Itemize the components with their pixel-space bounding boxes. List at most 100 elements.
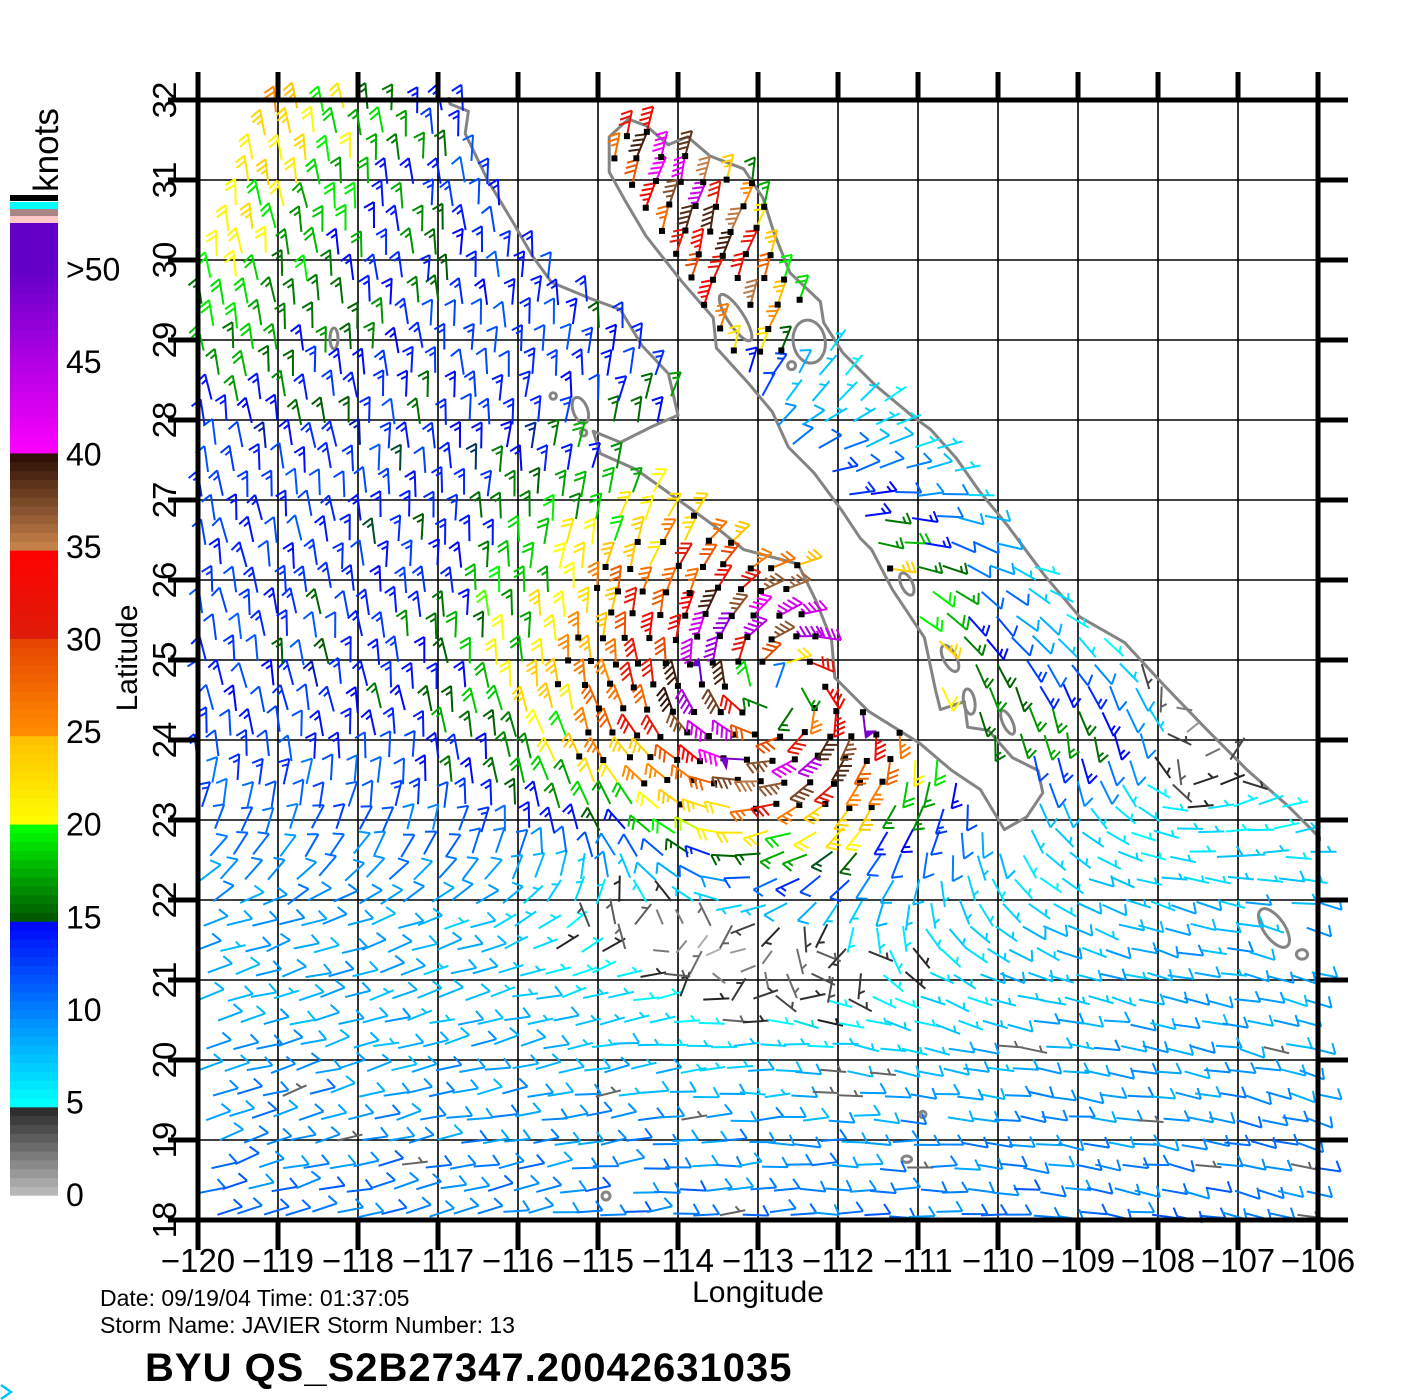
wind-barb xyxy=(793,1019,819,1030)
wind-barb xyxy=(853,760,872,785)
wind-barb xyxy=(348,1103,375,1121)
wind-barb xyxy=(212,1079,239,1097)
wind-barb xyxy=(341,444,354,472)
wind-barb xyxy=(236,1197,263,1215)
wind-barb xyxy=(374,1104,401,1120)
rain-flag-dot xyxy=(879,778,886,785)
wind-barb xyxy=(1280,1064,1307,1077)
wind-barb xyxy=(339,131,351,159)
wind-barb xyxy=(1290,1090,1316,1104)
coastline-island-cedros xyxy=(570,395,591,425)
wind-barb xyxy=(267,133,283,161)
wind-barb xyxy=(963,636,987,657)
wind-barb xyxy=(305,963,333,979)
wind-barb xyxy=(234,154,250,182)
wind-barb xyxy=(665,1157,693,1169)
wind-barb xyxy=(795,274,810,301)
wind-barb xyxy=(595,878,606,905)
wind-barb xyxy=(286,398,303,426)
wind-barb xyxy=(684,567,700,594)
legend-stripe xyxy=(10,216,58,223)
wind-barb xyxy=(271,369,286,397)
wind-barb xyxy=(988,687,1008,713)
wind-barb xyxy=(450,958,478,975)
wind-barb xyxy=(327,731,341,759)
wind-barb xyxy=(688,775,715,791)
rain-flag-dot xyxy=(629,181,636,188)
rain-flag-dot xyxy=(588,658,595,665)
rain-flag-dot xyxy=(737,586,744,593)
wind-barb xyxy=(282,81,299,109)
wind-barb xyxy=(381,83,394,111)
wind-barb xyxy=(574,876,586,902)
wind-barb xyxy=(332,803,346,830)
wind-barb xyxy=(809,707,823,735)
wind-barb xyxy=(543,297,556,325)
wind-barb xyxy=(387,933,413,953)
wind-barb xyxy=(207,955,233,974)
wind-barb xyxy=(555,849,568,876)
wind-barb xyxy=(1114,805,1136,825)
wind-barb xyxy=(968,1181,995,1194)
wind-barb xyxy=(852,407,877,423)
wind-barb xyxy=(228,420,244,448)
wind-barb xyxy=(1097,856,1122,870)
wind-barb xyxy=(304,345,317,373)
wind-barb xyxy=(616,490,632,517)
rain-flag-dot xyxy=(629,610,636,617)
wind-barb xyxy=(837,1201,864,1215)
wind-barb xyxy=(432,637,449,664)
wind-barb xyxy=(357,1202,385,1219)
wind-barb xyxy=(605,323,618,351)
wind-barb xyxy=(383,1082,411,1097)
wind-barb xyxy=(1134,1185,1161,1199)
wind-barb xyxy=(716,904,742,915)
wind-barb xyxy=(576,831,594,858)
wind-barb xyxy=(1034,566,1061,576)
wind-barb xyxy=(1194,1085,1222,1098)
wind-barb xyxy=(915,435,941,449)
wind-barb xyxy=(700,204,716,232)
wind-barb xyxy=(792,422,814,445)
wind-barb xyxy=(613,875,621,902)
wind-barb xyxy=(511,324,523,351)
wind-barb xyxy=(1131,831,1157,842)
wind-barb xyxy=(633,992,660,1002)
rain-flag-dot xyxy=(663,589,670,596)
wind-barb xyxy=(401,1156,428,1166)
wind-barb xyxy=(1131,942,1158,955)
rain-flag-dot xyxy=(643,128,650,135)
rain-flag-dot xyxy=(612,661,619,668)
wind-barb xyxy=(1048,974,1075,984)
wind-barb xyxy=(413,446,427,473)
wind-barb xyxy=(406,397,421,424)
wind-barb xyxy=(223,684,238,712)
wind-barb xyxy=(530,274,543,302)
wind-barb xyxy=(573,658,587,686)
wind-barb xyxy=(1000,971,1026,985)
wind-barb xyxy=(341,937,368,955)
wind-barb xyxy=(238,708,254,735)
wind-barb xyxy=(449,277,464,304)
wind-barb xyxy=(1033,1012,1061,1025)
wind-barb xyxy=(547,418,560,446)
wind-barb xyxy=(450,155,466,183)
wind-barb xyxy=(894,997,920,1010)
wind-barb xyxy=(624,1011,650,1023)
wind-barb xyxy=(882,804,897,829)
coastline-layer xyxy=(328,97,1321,1202)
wind-barb xyxy=(1040,997,1067,1006)
wind-barb xyxy=(703,800,731,814)
wind-barb xyxy=(269,441,285,469)
wind-barb xyxy=(822,903,839,927)
wind-barb xyxy=(715,302,730,329)
wind-barb xyxy=(583,517,596,545)
y-tick-label: 23 xyxy=(146,802,183,839)
wind-barb xyxy=(584,1176,612,1193)
rain-flag-dot xyxy=(620,705,627,712)
wind-barb xyxy=(1176,759,1187,786)
wind-barb xyxy=(584,1057,611,1072)
wind-barb xyxy=(575,1014,602,1027)
wind-barb xyxy=(693,492,709,517)
wind-barb xyxy=(263,1008,290,1026)
